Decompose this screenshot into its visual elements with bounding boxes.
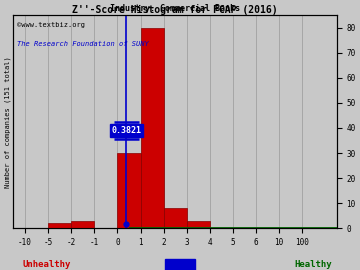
Bar <box>117 153 140 228</box>
Title: Z''-Score Histogram for FCAP (2016): Z''-Score Histogram for FCAP (2016) <box>72 5 278 15</box>
Text: 0.3821: 0.3821 <box>111 126 141 135</box>
Bar <box>187 221 210 228</box>
Bar <box>163 208 187 228</box>
Text: Unhealthy: Unhealthy <box>23 260 71 269</box>
Text: Score: Score <box>167 260 193 269</box>
Text: Healthy: Healthy <box>294 260 332 269</box>
Text: The Research Foundation of SUNY: The Research Foundation of SUNY <box>17 41 148 47</box>
Y-axis label: Number of companies (151 total): Number of companies (151 total) <box>4 56 11 188</box>
Bar <box>140 28 163 228</box>
Text: ©www.textbiz.org: ©www.textbiz.org <box>17 22 85 28</box>
Bar <box>71 221 94 228</box>
Text: Industry: Commercial Banks: Industry: Commercial Banks <box>110 4 240 13</box>
Bar <box>48 223 71 228</box>
